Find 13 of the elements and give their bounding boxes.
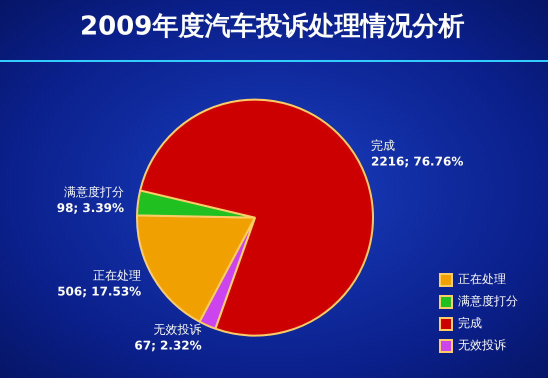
- legend-label: 满意度打分: [458, 294, 518, 308]
- chart-title: 2009年度汽车投诉处理情况分析: [80, 11, 464, 42]
- legend-label: 无效投诉: [458, 338, 506, 352]
- legend-label: 完成: [458, 316, 482, 330]
- data-label: 506; 17.53%: [57, 284, 142, 299]
- data-label: 2216; 76.76%: [370, 154, 464, 169]
- data-label: 98; 3.39%: [56, 201, 124, 216]
- legend-label: 正在处理: [458, 272, 506, 286]
- slice-label: 正在处理: [93, 268, 142, 283]
- slice-label: 无效投诉: [154, 322, 202, 336]
- slice-label: 满意度打分: [64, 185, 124, 200]
- data-label: 67; 2.32%: [134, 338, 202, 352]
- slice-label: 完成: [370, 138, 395, 153]
